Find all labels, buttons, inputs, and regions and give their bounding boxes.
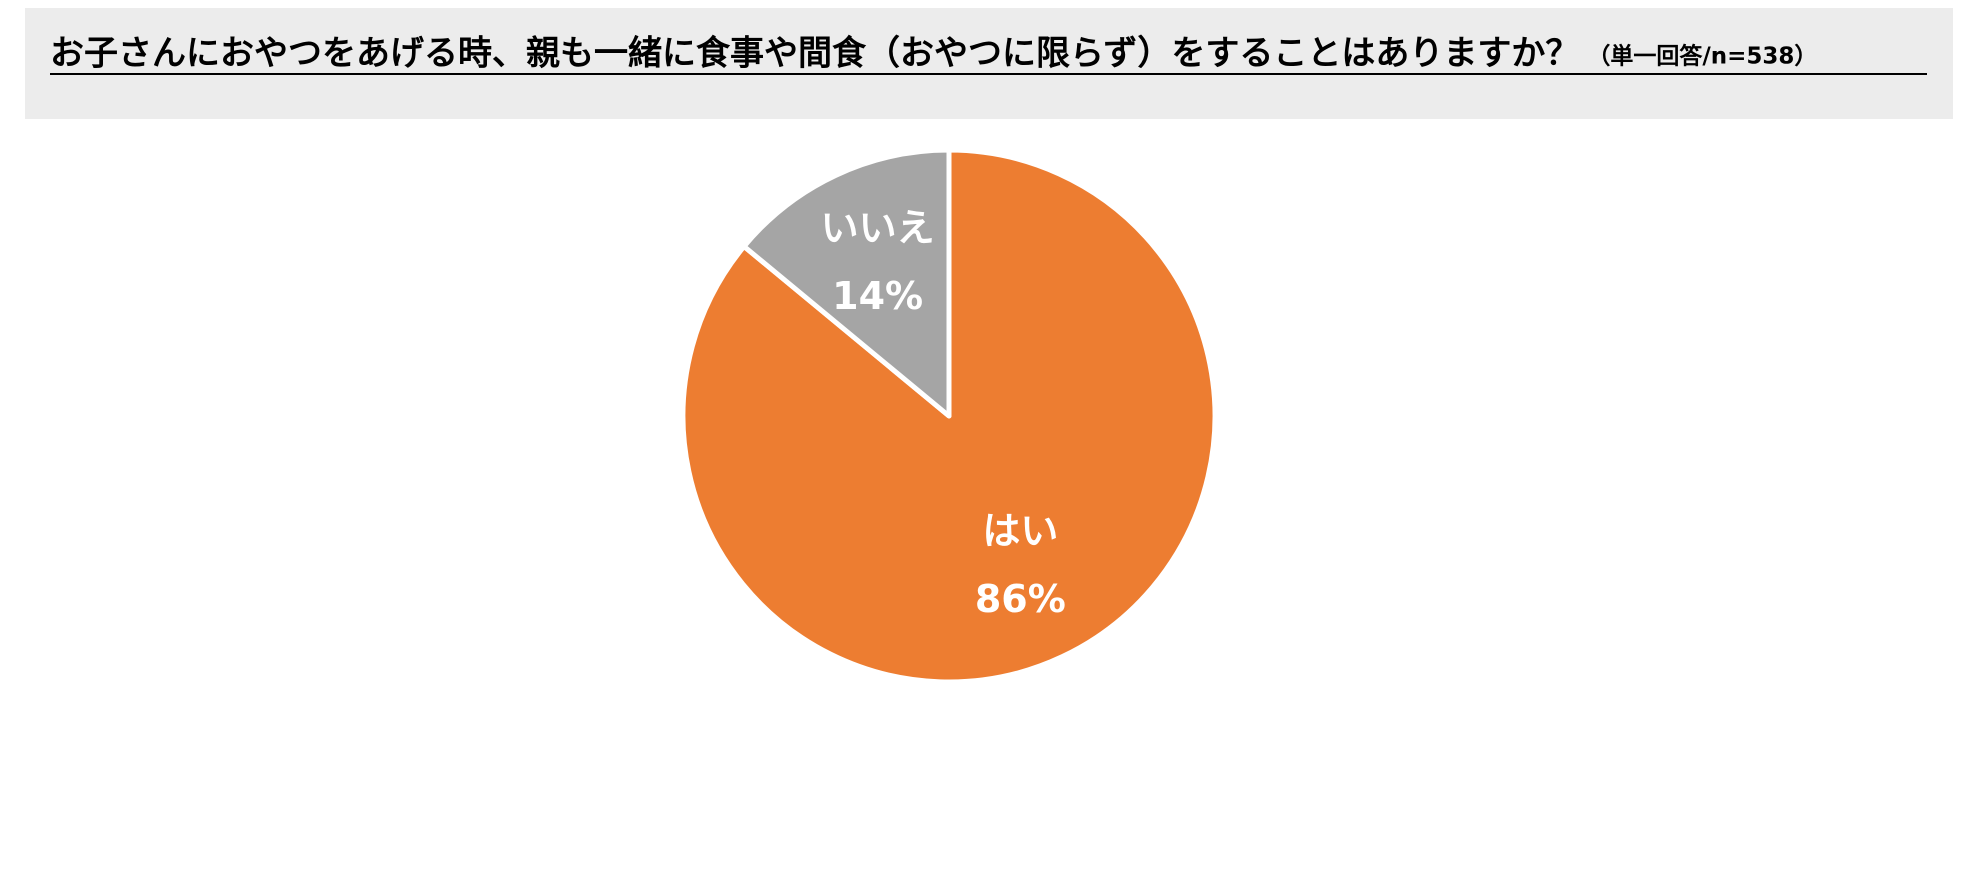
title-bar [25,8,1953,119]
pie-slice [741,147,952,419]
chart-title: お子さんにおやつをあげる時、親も一緒に食事や間食（おやつに限らず）をすることはあ… [50,34,1579,74]
slice-label: はい [982,509,1058,553]
slice-label: いいえ [821,206,935,250]
chart-subtitle: （単一回答/n=538） [1587,43,1817,70]
value-label: 14% [832,274,923,318]
value-label: 86% [975,577,1066,621]
